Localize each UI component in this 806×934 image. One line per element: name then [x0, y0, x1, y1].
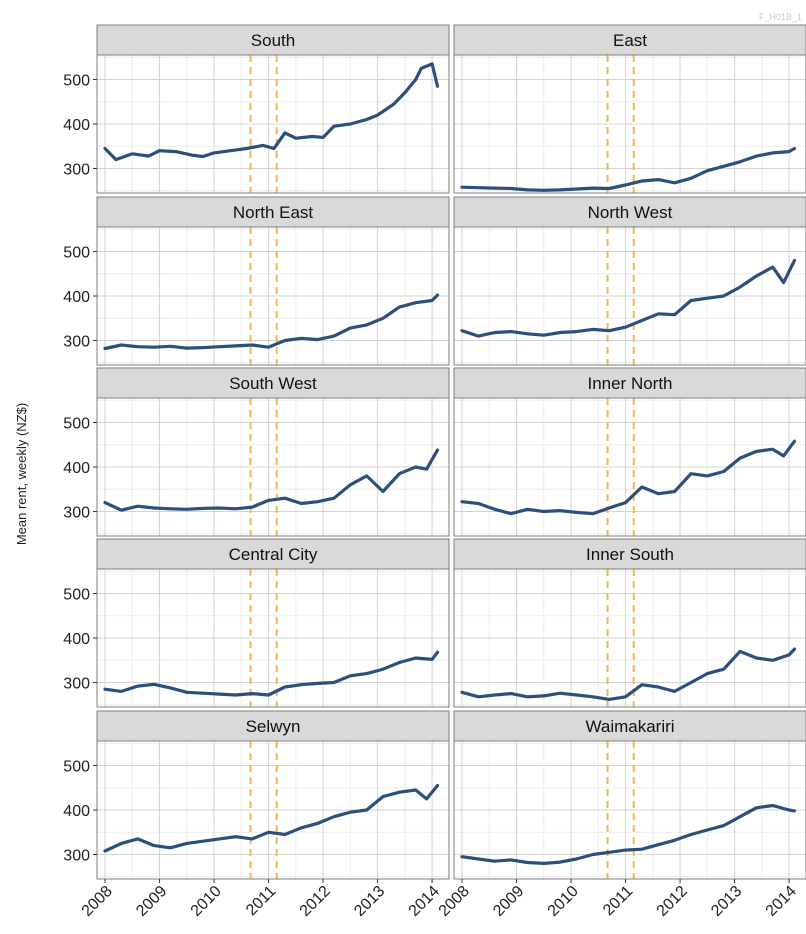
facet-panel-waimakariri: Waimakariri 2008 2009 2010 2011 2012 2013 2014 [436, 710, 806, 920]
series-line [460, 803, 797, 866]
facet-title: Selwyn [246, 717, 301, 736]
y-tick-label: 400 [63, 289, 90, 306]
series-line [460, 146, 797, 192]
y-tick-label: 400 [63, 631, 90, 648]
y-tick-label: 300 [63, 334, 90, 351]
series-line [103, 62, 440, 162]
y-tick-label: 400 [63, 117, 90, 134]
y-tick-label: 400 [63, 460, 90, 477]
panel-border [453, 54, 806, 194]
facet-strip [453, 538, 806, 570]
facet-title: East [613, 31, 647, 50]
panel-border [453, 397, 806, 537]
facet-panel-central-city: Central City 300 400 500 [63, 538, 450, 708]
x-tick-label: 2013 [708, 883, 745, 920]
facet-strip [453, 24, 806, 56]
y-tick-label: 500 [63, 244, 90, 261]
x-tick-label: 2010 [188, 883, 225, 920]
y-tick-label: 300 [63, 676, 90, 693]
y-tick-label: 500 [63, 758, 90, 775]
panel-border [453, 568, 806, 708]
facet-title: North East [233, 203, 314, 222]
facet-title: Inner South [586, 545, 674, 564]
x-tick-label: 2011 [243, 883, 279, 919]
facet-panel-inner-south: Inner South [453, 538, 806, 708]
x-tick-label: 2012 [654, 883, 691, 920]
x-tick-label: 2009 [133, 883, 170, 920]
series-line [460, 258, 797, 338]
facet-panel-selwyn: Selwyn 300 400 500 2008 2009 2010 2011 2012 2013 2… [63, 710, 450, 920]
facet-panel-inner-north: Inner North [453, 367, 806, 537]
series-line [103, 650, 440, 697]
y-tick-label: 500 [63, 72, 90, 89]
facet-panel-east: East [453, 24, 806, 194]
x-tick-label: 2008 [79, 883, 116, 920]
panel-border [453, 740, 806, 880]
facet-title: South West [229, 374, 317, 393]
series-line [460, 647, 797, 702]
facet-panel-north-east: North East 300 400 500 [63, 196, 450, 366]
facet-panel-south: South 300 400 500 [63, 24, 450, 194]
x-tick-label: 2011 [600, 883, 636, 919]
y-axis-label: Mean rent, weekly (NZ$) [14, 403, 29, 545]
y-tick-label: 500 [63, 586, 90, 603]
facet-title: Inner North [587, 374, 672, 393]
facet-panel-south-west: South West 300 400 500 [63, 367, 450, 537]
facet-title: Waimakariri [585, 717, 674, 736]
panel-border [453, 226, 806, 366]
y-tick-label: 300 [63, 162, 90, 179]
x-tick-label: 2009 [490, 883, 527, 920]
facet-strip [453, 196, 806, 228]
figure-id: F_H01B_1 [759, 12, 802, 22]
facet-strip [96, 196, 450, 228]
series-line [103, 293, 440, 351]
y-tick-label: 300 [63, 505, 90, 522]
facet-title: South [251, 31, 295, 50]
series-line [103, 448, 440, 512]
y-tick-label: 300 [63, 848, 90, 865]
x-tick-label: 2014 [406, 883, 443, 920]
facet-panel-north-west: North West [453, 196, 806, 366]
facet-strip [96, 367, 450, 399]
y-tick-label: 500 [63, 415, 90, 432]
facet-title: North West [588, 203, 673, 222]
series-line [460, 439, 797, 516]
x-tick-label: 2014 [763, 883, 800, 920]
series-line [103, 783, 440, 853]
y-tick-label: 400 [63, 803, 90, 820]
facet-title: Central City [229, 545, 318, 564]
x-tick-label: 2012 [297, 883, 334, 920]
facet-strip [96, 24, 450, 56]
x-tick-label: 2010 [545, 883, 582, 920]
x-tick-label: 2013 [351, 883, 388, 920]
facet-strip [96, 538, 450, 570]
x-tick-label: 2008 [436, 883, 473, 920]
